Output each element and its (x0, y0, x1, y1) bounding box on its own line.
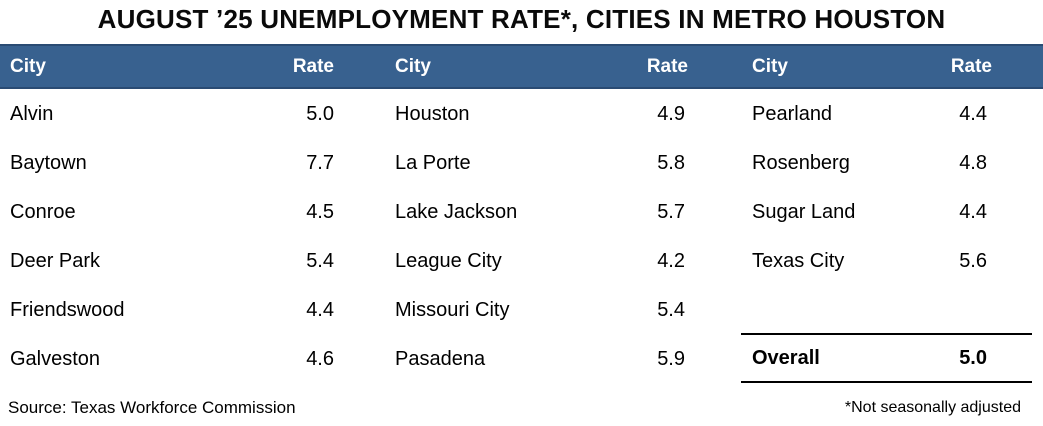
rate-value: 5.8 (657, 152, 685, 174)
city-name: Texas City (752, 250, 845, 272)
table-row: Alvin 5.0 (10, 90, 334, 139)
page-title: AUGUST ’25 UNEMPLOYMENT RATE*, CITIES IN… (97, 4, 946, 34)
footnote: *Not seasonally adjusted (844, 399, 1021, 416)
rate-value: 4.4 (306, 299, 334, 321)
table-row: Rosenberg 4.8 (752, 139, 987, 188)
city-name: Friendswood (10, 299, 125, 321)
overall-label: Overall (752, 346, 820, 369)
city-name: Sugar Land (752, 201, 856, 223)
rate-value: 5.7 (657, 201, 685, 223)
table-row: Pearland 4.4 (752, 90, 987, 139)
rate-value: 7.7 (306, 152, 334, 174)
city-name: La Porte (395, 152, 471, 174)
rate-value: 4.6 (306, 348, 334, 370)
table-row: Missouri City 5.4 (395, 286, 685, 335)
table-column-group-2: Houston 4.9 La Porte 5.8 Lake Jackson 5.… (395, 90, 685, 384)
city-name: Deer Park (10, 250, 101, 272)
table-column-group-1: Alvin 5.0 Baytown 7.7 Conroe 4.5 Deer Pa… (10, 90, 334, 384)
city-name: Galveston (10, 348, 101, 370)
city-name: League City (395, 250, 502, 272)
city-name: Baytown (10, 152, 87, 174)
rate-value: 5.6 (959, 250, 987, 272)
table-row: La Porte 5.8 (395, 139, 685, 188)
table-row: Texas City 5.6 (752, 237, 987, 286)
table-row: Lake Jackson 5.7 (395, 188, 685, 237)
column-header-city-1: City (10, 56, 46, 77)
rate-value: 4.4 (959, 103, 987, 125)
source-attribution: Source: Texas Workforce Commission (8, 398, 296, 417)
overall-rate-value: 5.0 (959, 346, 987, 369)
table-row: Sugar Land 4.4 (752, 188, 987, 237)
rate-value: 5.4 (306, 250, 334, 272)
city-name: Alvin (10, 103, 54, 125)
table-row: Conroe 4.5 (10, 188, 334, 237)
city-name: Missouri City (395, 299, 510, 321)
overall-summary-row: Overall 5.0 (741, 333, 1032, 383)
column-header-rate-3: Rate (950, 56, 992, 77)
column-header-rate-1: Rate (292, 56, 334, 77)
rate-value: 4.8 (959, 152, 987, 174)
table-column-group-3: Pearland 4.4 Rosenberg 4.8 Sugar Land 4.… (752, 90, 987, 286)
rate-value: 5.9 (657, 348, 685, 370)
city-name: Houston (395, 103, 470, 125)
rate-value: 4.2 (657, 250, 685, 272)
rate-value: 4.5 (306, 201, 334, 223)
table-header-bar: City Rate City Rate City Rate (0, 44, 1043, 89)
city-name: Lake Jackson (395, 201, 518, 223)
table-row: Deer Park 5.4 (10, 237, 334, 286)
column-header-city-3: City (752, 56, 788, 77)
rate-value: 5.0 (306, 103, 334, 125)
city-name: Rosenberg (752, 152, 850, 174)
table-row: Baytown 7.7 (10, 139, 334, 188)
rate-value: 5.4 (657, 299, 685, 321)
table-row: Pasadena 5.9 (395, 335, 685, 384)
table-row: League City 4.2 (395, 237, 685, 286)
rate-value: 4.4 (959, 201, 987, 223)
table-row: Galveston 4.6 (10, 335, 334, 384)
city-name: Conroe (10, 201, 76, 223)
table-row: Houston 4.9 (395, 90, 685, 139)
column-header-rate-2: Rate (646, 56, 688, 77)
column-header-city-2: City (395, 56, 431, 77)
rate-value: 4.9 (657, 103, 685, 125)
city-name: Pasadena (395, 348, 486, 370)
table-row: Friendswood 4.4 (10, 286, 334, 335)
city-name: Pearland (752, 103, 833, 125)
